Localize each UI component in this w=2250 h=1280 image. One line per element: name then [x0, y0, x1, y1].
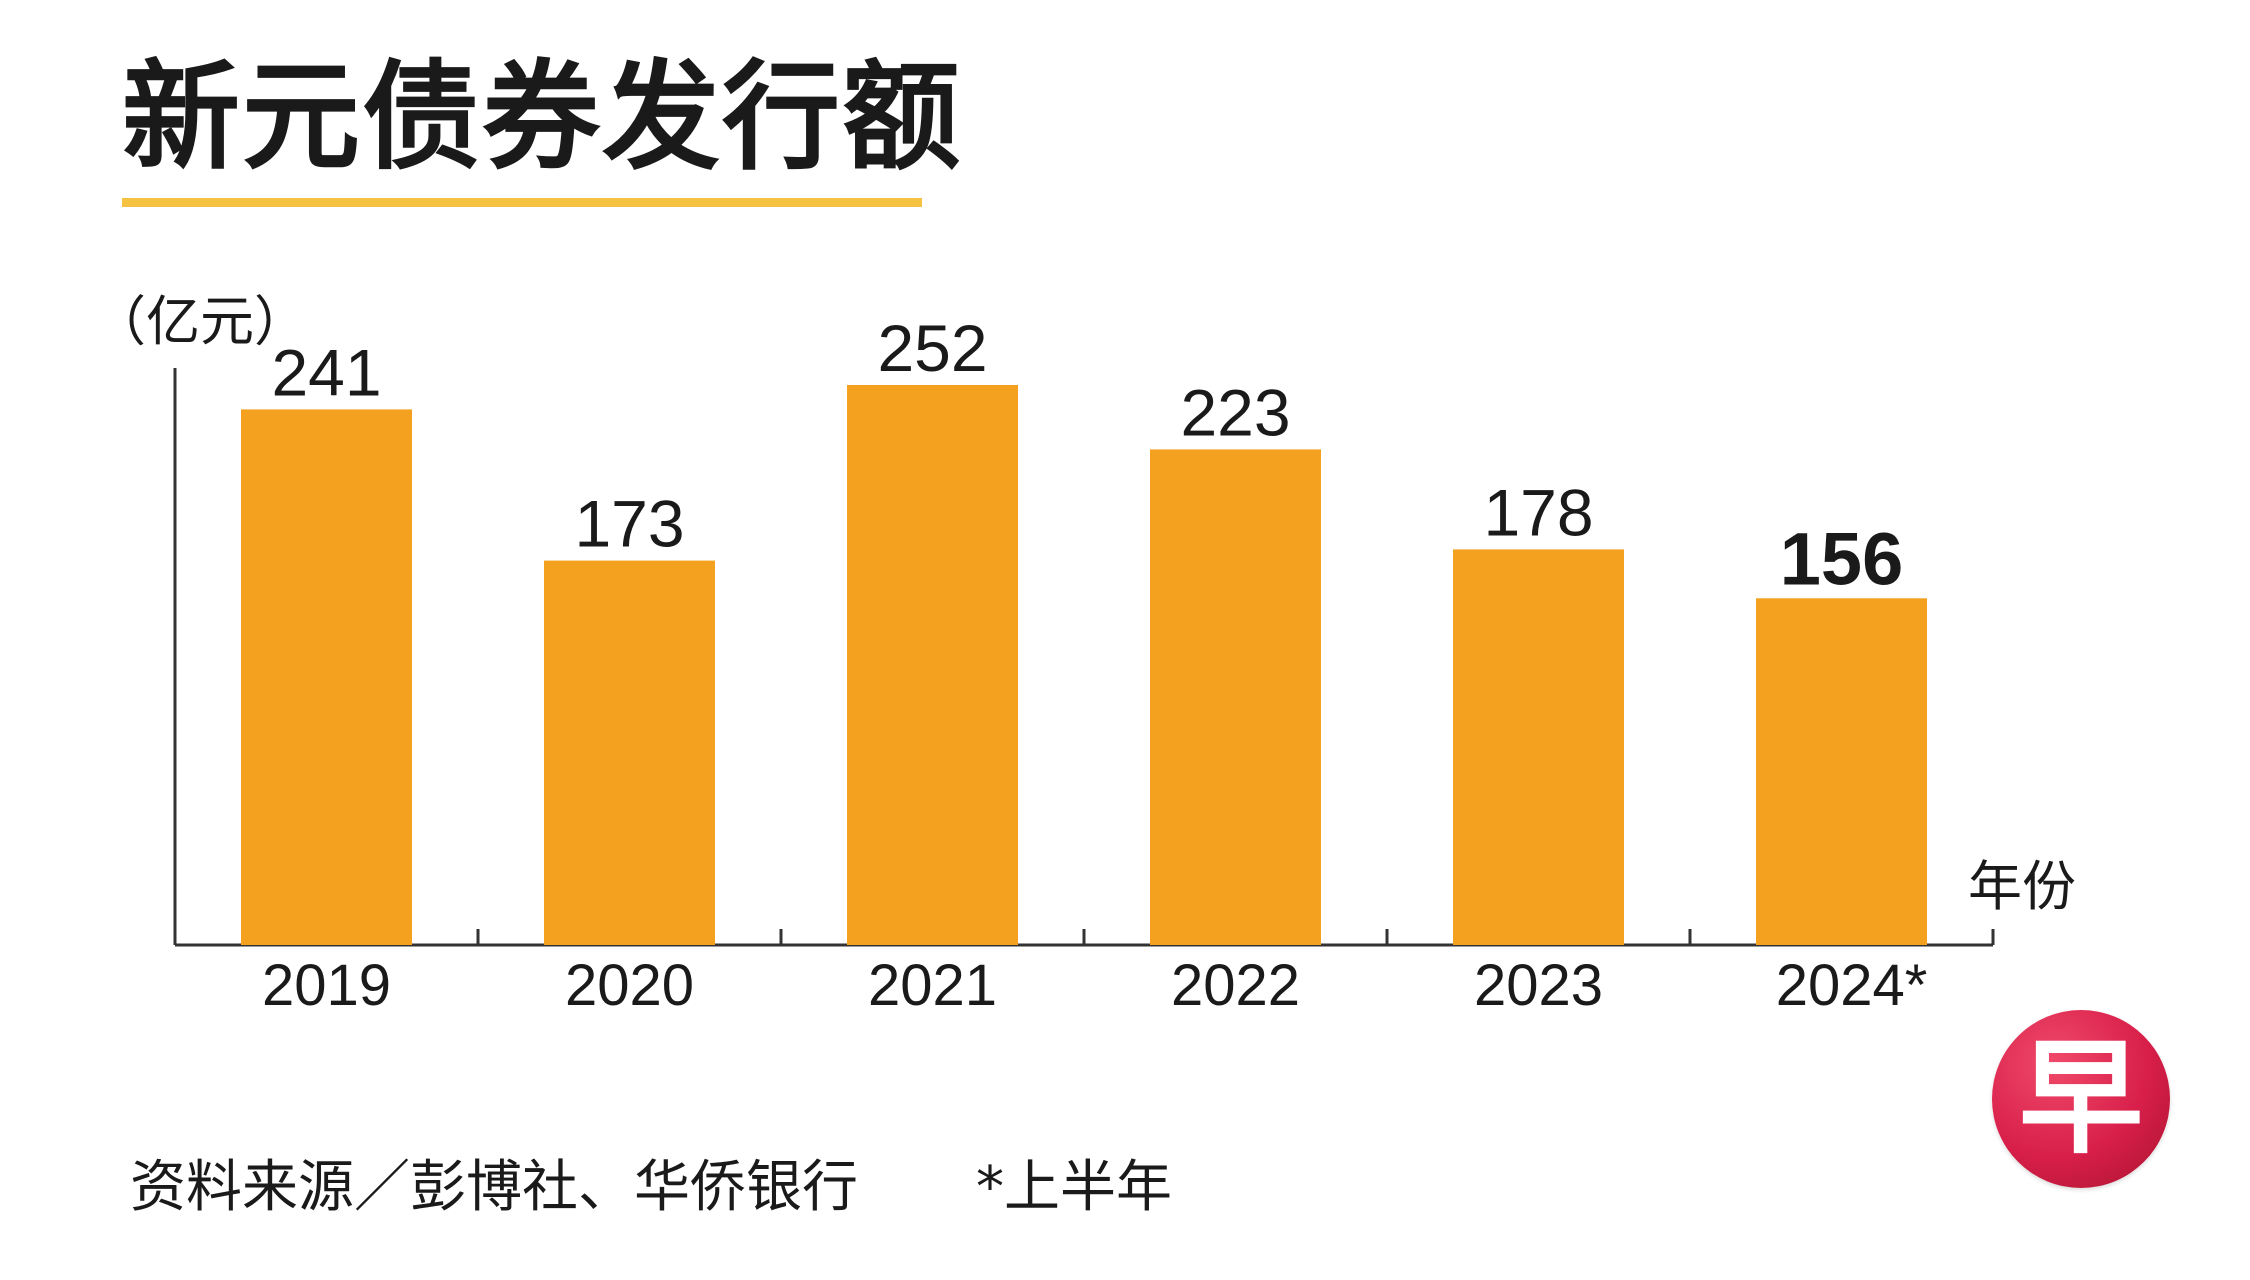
x-tick-label-2024: 2024* — [1776, 953, 1928, 1018]
x-tick-label-2019: 2019 — [262, 953, 391, 1018]
value-label-2021: 252 — [877, 311, 987, 385]
bar-2022 — [1150, 449, 1321, 945]
bar-2023 — [1453, 549, 1624, 945]
value-label-2020: 173 — [574, 487, 684, 561]
x-unit-label: 年份 — [1968, 857, 2076, 917]
zaobao-logo: 早 — [1992, 1010, 2170, 1188]
value-label-2024: 156 — [1780, 517, 1903, 600]
bars-layer — [241, 385, 1927, 945]
x-tick-label-2022: 2022 — [1171, 953, 1300, 1018]
x-tick-label-2023: 2023 — [1474, 953, 1603, 1018]
value-label-2019: 241 — [271, 335, 381, 409]
bar-2021 — [847, 385, 1018, 945]
bar-2020 — [544, 560, 715, 945]
labels-layer: 241 2019 173 2020 252 2021 223 2022 178 2023 156 20… — [262, 311, 1927, 1018]
bar-2024 — [1756, 598, 1927, 945]
logo-char: 早 — [2018, 1026, 2143, 1171]
x-tick-label-2020: 2020 — [565, 953, 694, 1018]
bar-2019 — [241, 409, 412, 945]
value-label-2023: 178 — [1483, 475, 1593, 549]
title-underline — [122, 198, 922, 207]
value-label-2022: 223 — [1180, 375, 1290, 449]
ticks-layer — [476, 929, 1995, 945]
y-unit-label: （亿元） — [92, 292, 308, 352]
source-note: 资料来源／彭博社、华侨银行 — [130, 1155, 858, 1220]
x-tick-label-2021: 2021 — [868, 953, 997, 1018]
chart-title: 新元债券发行额 — [122, 48, 963, 186]
footnote: *上半年 — [976, 1155, 1172, 1220]
